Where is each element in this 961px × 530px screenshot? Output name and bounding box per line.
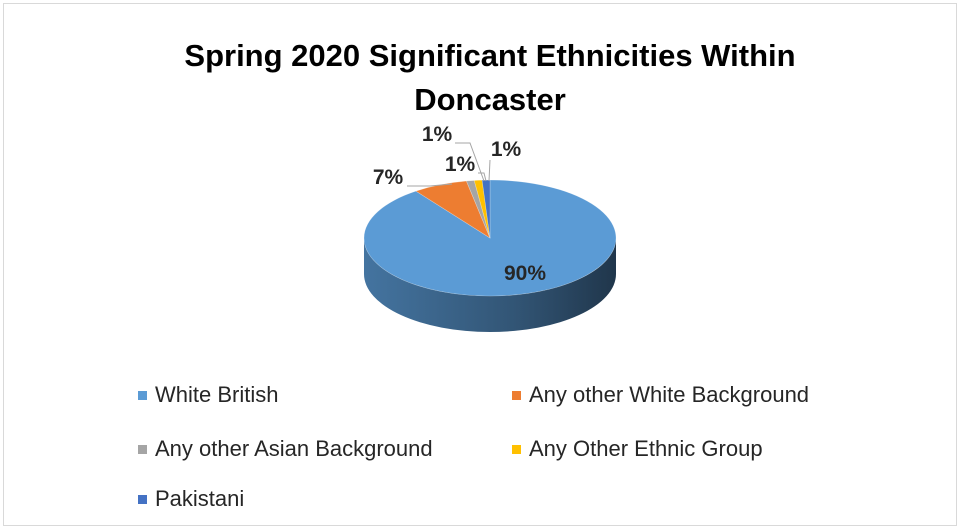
pie-slices bbox=[363, 179, 617, 297]
pie-slice-any-other-asian-background bbox=[465, 180, 491, 239]
chart-title-line-1: Spring 2020 Significant Ethnicities With… bbox=[184, 38, 796, 73]
data-label-1: 7% bbox=[373, 166, 404, 189]
chart-title: Spring 2020 Significant Ethnicities With… bbox=[160, 34, 820, 122]
leader-line-1 bbox=[407, 183, 453, 187]
pie-slice-white-british bbox=[363, 179, 617, 297]
data-label-4: 1% bbox=[491, 138, 522, 161]
leader-line-4 bbox=[488, 159, 491, 182]
leader-line-3 bbox=[455, 142, 485, 182]
data-label-0: 90% bbox=[504, 262, 546, 285]
data-label-3: 1% bbox=[422, 123, 453, 146]
pie-side-walls bbox=[364, 238, 616, 332]
chart-title-line-2: Doncaster bbox=[414, 82, 566, 117]
data-label-2: 1% bbox=[445, 153, 476, 176]
leader-line-2 bbox=[478, 172, 487, 182]
pie-slice-any-other-ethnic-group bbox=[473, 179, 491, 239]
pie-data-labels: 90% 7% 1% 1% 1% bbox=[373, 123, 547, 285]
pie-side-0 bbox=[364, 238, 616, 332]
